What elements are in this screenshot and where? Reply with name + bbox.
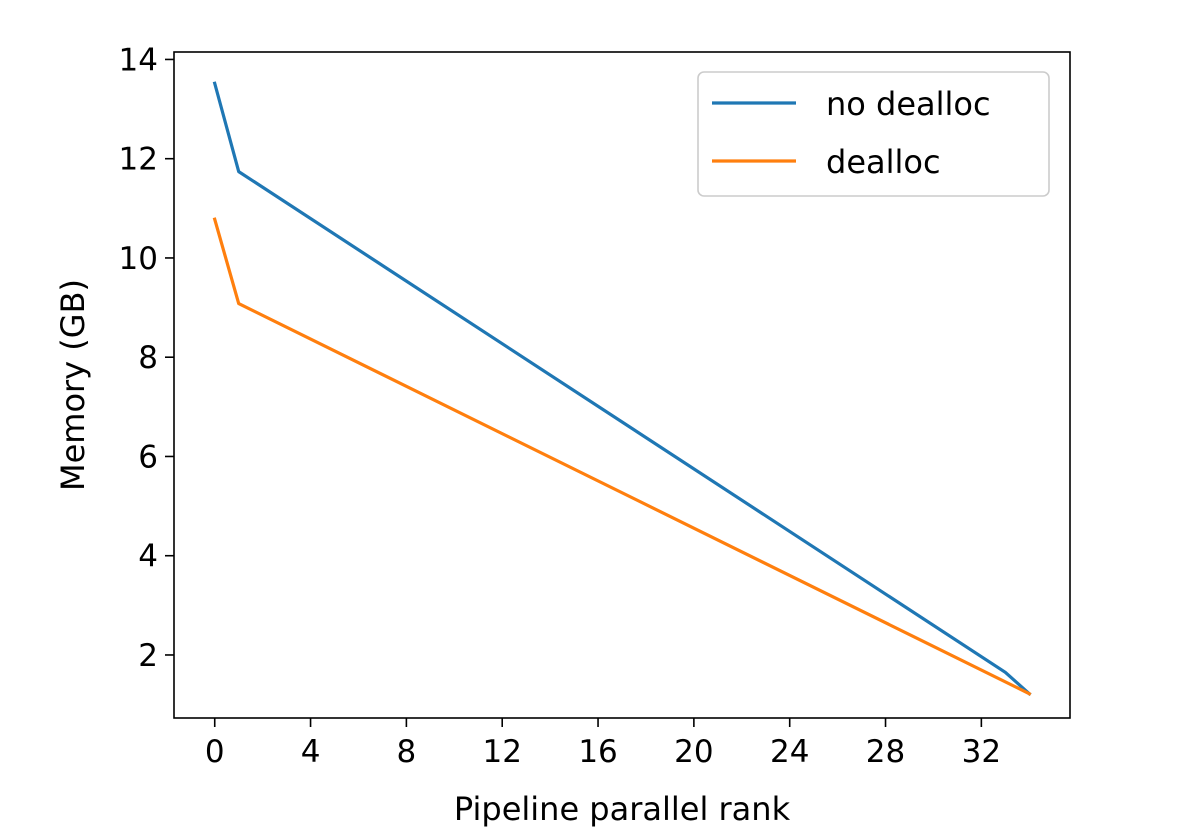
y-tick-label: 12 xyxy=(119,142,158,178)
x-tick-label: 8 xyxy=(397,734,417,770)
legend-label-1: dealloc xyxy=(826,143,941,181)
x-tick-label: 28 xyxy=(866,734,905,770)
x-tick-label: 4 xyxy=(301,734,321,770)
y-tick-label: 8 xyxy=(138,340,158,376)
series-layer xyxy=(212,81,1032,696)
y-tick-label: 4 xyxy=(138,539,158,575)
y-axis-label: Memory (GB) xyxy=(54,279,92,491)
y-axis-ticks: 2 4 6 8 10 12 14 xyxy=(119,42,174,674)
y-tick-label: 2 xyxy=(138,638,158,674)
x-tick-label: 32 xyxy=(962,734,1001,770)
x-tick-label: 16 xyxy=(578,734,617,770)
x-tick-label: 20 xyxy=(674,734,713,770)
x-tick-label: 24 xyxy=(770,734,809,770)
y-tick-label: 6 xyxy=(138,439,158,475)
series-line-1 xyxy=(212,217,1032,696)
x-axis-label: Pipeline parallel rank xyxy=(454,790,791,828)
series-line-0 xyxy=(212,81,1032,696)
plot-area-frame xyxy=(173,51,1071,719)
legend: no dealloc dealloc xyxy=(697,71,1050,197)
y-tick-label: 14 xyxy=(119,42,158,78)
legend-label-0: no dealloc xyxy=(826,85,991,123)
x-tick-label: 0 xyxy=(205,734,225,770)
y-tick-label: 10 xyxy=(119,241,158,277)
x-tick-label: 12 xyxy=(482,734,521,770)
x-axis-ticks: 0 4 8 12 16 20 24 28 32 xyxy=(205,718,1001,770)
